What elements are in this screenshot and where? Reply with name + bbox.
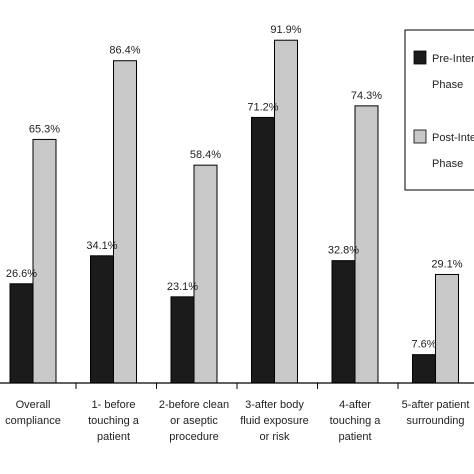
x-ticks-layer	[75, 383, 399, 389]
value-label-post-0: 65.3%	[29, 123, 60, 135]
legend-label-pre-line2: Phase	[432, 79, 463, 91]
category-label-0: Overall compliance	[5, 399, 61, 427]
bar-post-1	[113, 60, 137, 384]
bar-post-5	[435, 273, 459, 384]
legend-label-post-line1: Post-Inte	[432, 132, 474, 144]
category-labels-layer: Overall compliance 1- before touching a pati…	[5, 399, 469, 443]
value-label-pre-5: 7.6%	[411, 339, 436, 351]
bar-pre-0	[9, 283, 34, 384]
bar-post-3	[274, 39, 298, 384]
legend-swatch-post	[413, 129, 427, 144]
value-label-post-1: 86.4%	[109, 45, 140, 57]
value-label-post-3: 91.9%	[270, 24, 301, 36]
value-label-post-2: 58.4%	[190, 149, 221, 161]
legend-label-pre-line1: Pre-Inter	[432, 53, 474, 65]
bar-pre-5	[412, 354, 436, 384]
legend: Pre-Inter Phase Post-Inte Phase	[404, 29, 474, 191]
bar-post-0	[32, 138, 57, 384]
value-label-pre-1: 34.1%	[86, 240, 117, 252]
value-label-pre-3: 71.2%	[247, 101, 278, 113]
legend-label-post-line2: Phase	[432, 158, 463, 170]
value-label-post-4: 74.3%	[351, 90, 382, 102]
value-label-post-5: 29.1%	[431, 258, 462, 270]
category-label-5: 5-after patient surrounding	[402, 399, 470, 427]
category-label-3: 3-after body fluid exposure or risk	[240, 399, 309, 443]
value-label-pre-2: 23.1%	[167, 281, 198, 293]
category-label-4: 4-after touching a patient	[330, 399, 382, 443]
category-label-2: 2-before clean or aseptic procedure	[159, 399, 229, 443]
value-label-pre-4: 32.8%	[328, 245, 359, 257]
value-label-pre-0: 26.6%	[6, 268, 37, 280]
legend-swatch-pre	[413, 50, 427, 65]
bar-pre-2	[170, 296, 195, 384]
bars-layer	[9, 39, 459, 384]
bar-pre-1	[90, 255, 114, 384]
bar-pre-3	[251, 116, 275, 384]
bar-pre-4	[331, 260, 356, 384]
bar-post-2	[193, 164, 218, 384]
value-labels-layer: 26.6% 65.3% 34.1% 86.4% 23.1% 58.4% 71.2% 91.9%…	[6, 24, 463, 350]
category-label-1: 1- before touching a patient	[88, 399, 140, 443]
